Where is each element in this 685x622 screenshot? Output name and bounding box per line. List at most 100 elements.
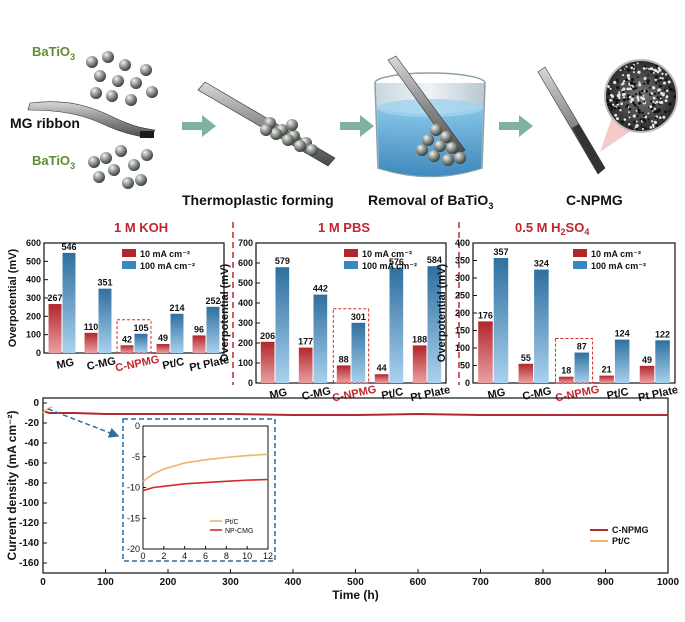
x-tick-label: 6	[203, 551, 208, 561]
bar-10mA	[336, 365, 351, 383]
pore	[661, 77, 664, 80]
y-tick-label: 300	[455, 273, 470, 283]
pore	[616, 103, 619, 106]
batio3-particle	[135, 174, 147, 186]
pore	[673, 95, 677, 99]
bar-chart-h2so4: 0 50 100 150 200 250 300 350 400 Overpotential (m…	[436, 238, 679, 405]
category-label: C-NPMG	[554, 384, 600, 405]
pore	[642, 118, 646, 122]
batio3-label-bottom: BaTiO3	[32, 153, 75, 171]
synthesis-schematic: BaTiO3 MG ribbon BaTiO3 Thermoplastic fo…	[10, 44, 678, 211]
category-label: Pt/C	[161, 356, 185, 372]
batio3-particle	[86, 56, 98, 68]
batio3-particle	[119, 59, 131, 71]
data-label: 324	[534, 259, 549, 269]
batio3-particle	[440, 131, 452, 143]
pore	[641, 89, 644, 93]
y-tick-label: -20	[25, 418, 40, 429]
step-label-removal: Removal of BaTiO3	[368, 192, 493, 211]
data-label: 124	[615, 329, 630, 339]
pore	[642, 97, 646, 101]
y-tick-label: -20	[127, 544, 140, 554]
pore	[624, 99, 627, 102]
process-arrow-3	[499, 115, 533, 137]
y-tick-label: -15	[127, 513, 140, 523]
c-npmg-rod	[537, 59, 678, 175]
y-tick-label: -140	[19, 538, 39, 549]
pore	[650, 92, 653, 95]
pore	[652, 103, 656, 107]
pore	[617, 99, 621, 102]
data-label: 301	[351, 312, 366, 322]
pore	[626, 87, 630, 91]
y-tick-label: 350	[455, 256, 470, 266]
batio3-particle	[294, 140, 306, 152]
pore	[665, 89, 669, 92]
pore	[619, 108, 622, 112]
pore	[668, 85, 671, 88]
batio3-particle	[112, 75, 124, 87]
batio3-particle	[125, 94, 137, 106]
bar-10mA	[120, 345, 134, 353]
pore	[657, 66, 661, 70]
pore	[658, 101, 662, 104]
legend-label: C-NPMG	[612, 525, 649, 535]
data-label: 188	[412, 334, 427, 344]
pore	[625, 65, 628, 68]
pore	[654, 116, 657, 119]
pore	[657, 108, 661, 112]
pore	[618, 96, 621, 99]
pore	[665, 95, 669, 99]
pore	[668, 102, 672, 106]
batio3-particle	[282, 134, 294, 146]
batio3-particle	[106, 90, 118, 102]
y-tick-label: 100	[26, 330, 41, 340]
x-tick-label: 1000	[657, 577, 680, 588]
inset-frame	[122, 418, 276, 562]
pore	[629, 81, 634, 85]
y-tick-label: 600	[238, 258, 253, 268]
category-label: Pt Plate	[637, 384, 679, 404]
legend-swatch-100mA	[122, 261, 136, 269]
batio3-label-top: BaTiO3	[32, 44, 75, 62]
pore	[643, 77, 647, 80]
pore	[650, 70, 653, 73]
pore	[645, 89, 649, 93]
y-tick-label: 250	[455, 291, 470, 301]
y-tick-label: 0	[135, 421, 140, 431]
highlight-box	[116, 319, 152, 354]
pore	[638, 101, 642, 105]
pore	[618, 107, 621, 110]
x-tick-label: 2	[161, 551, 166, 561]
pore	[622, 87, 626, 91]
batio3-particles-bottom	[88, 145, 153, 189]
pore	[652, 125, 655, 128]
pore	[636, 62, 639, 65]
pore	[637, 98, 640, 101]
category-label: Pt/C	[606, 386, 630, 402]
data-label: 357	[493, 247, 508, 257]
pore	[622, 90, 625, 94]
step-label-thermoplastic: Thermoplastic forming	[182, 192, 334, 208]
y-tick-label: 0	[248, 378, 253, 388]
pore	[625, 105, 629, 108]
legend-label: 100 mA cm⁻²	[140, 261, 195, 271]
y-tick-label: 400	[26, 275, 41, 285]
y-tick-label: 200	[455, 308, 470, 318]
mg-ribbon-edge	[140, 131, 154, 138]
y-tick-label: -40	[25, 438, 40, 449]
pore	[642, 94, 645, 97]
x-tick-label: 200	[160, 577, 177, 588]
pore	[657, 91, 660, 94]
y-axis-label: Overpotential (mV)	[219, 263, 231, 362]
pore	[654, 75, 658, 79]
category-label: C-MG	[521, 385, 552, 403]
y-axis-label: Overpotential (mV)	[7, 248, 19, 347]
pore	[634, 86, 638, 90]
pore	[653, 120, 657, 124]
x-tick-label: 0	[140, 551, 145, 561]
pore	[641, 111, 644, 114]
pore	[658, 68, 662, 72]
batio3-particle	[115, 145, 127, 157]
